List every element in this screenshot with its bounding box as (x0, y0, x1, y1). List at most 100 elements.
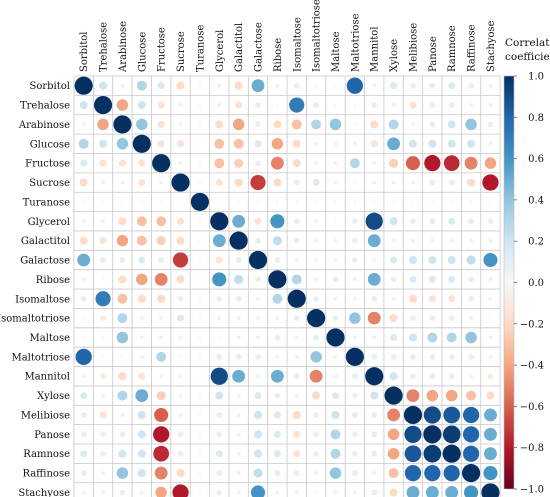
corr-circle-maltose-panose (427, 332, 438, 343)
corr-circle-galactitol-panose (430, 238, 435, 243)
corr-circle-ramnose-mannitol (371, 450, 378, 457)
corr-circle-galactose-sorbitol (77, 253, 91, 267)
corr-circle-ramnose-fructose (153, 445, 170, 462)
corr-circle-sorbitol-maltotriose (346, 77, 363, 94)
row-label-raffinose: Raffinose (22, 469, 70, 480)
corr-circle-glucose-arabinose (116, 138, 129, 150)
corr-circle-panose-fructose (153, 426, 170, 443)
corr-circle-fructose-ramnose (443, 155, 460, 172)
corr-circle-panose-glucose (137, 430, 146, 439)
corr-circle-maltose-arabinose (116, 331, 129, 344)
corr-circle-maltose-sorbitol (82, 336, 86, 339)
corr-circle-sorbitol-melibiose (410, 82, 416, 89)
corr-circle-glycerol-xylose (389, 217, 398, 226)
corr-circle-maltotriose-maltotriose (345, 347, 364, 366)
corr-circle-isomaltotriose-sucrose (177, 314, 185, 322)
corr-circle-sorbitol-panose (429, 82, 436, 89)
corr-circle-arabinose-glycerol (215, 120, 224, 129)
corr-circle-sucrose-isomaltose (293, 179, 300, 186)
column-label-isomaltotriose: Isomaltotriose (312, 0, 323, 72)
corr-circle-isomaltose-ramnose (448, 295, 456, 303)
corr-circle-maltose-ramnose (446, 332, 457, 343)
corr-circle-glucose-turanose (198, 142, 202, 146)
corr-circle-ribose-sucrose (176, 275, 185, 284)
colorbar-tick-label: −1.0 (520, 485, 544, 496)
corr-circle-maltose-galactitol (236, 335, 241, 340)
corr-circle-ribose-maltose (332, 276, 339, 283)
corr-circle-glycerol-fructose (156, 216, 167, 227)
corr-circle-galactose-maltotriose (352, 257, 358, 263)
corr-circle-galactitol-ramnose (449, 238, 454, 243)
corr-circle-maltose-mannitol (372, 335, 377, 340)
corr-circle-arabinose-stachyose (487, 121, 494, 128)
corr-circle-isomaltose-maltotriose (352, 296, 357, 301)
corr-circle-galactose-turanose (198, 258, 202, 262)
corr-circle-panose-sucrose (177, 431, 184, 438)
corr-circle-maltotriose-trehalose (101, 355, 105, 359)
corr-circle-glucose-trehalose (99, 139, 108, 148)
column-labels: Sorbitol Trehalose Arabinose Glucose Fructos… (79, 0, 497, 73)
corr-circle-galactose-maltose (333, 257, 338, 263)
corr-circle-trehalose-xylose (391, 103, 396, 108)
corr-circle-maltotriose-glucose (139, 354, 144, 359)
corr-circle-galactitol-xylose (391, 238, 396, 243)
corr-circle-raffinose-fructose (154, 466, 168, 480)
corr-circle-galactose-ribose (274, 257, 281, 263)
corr-circle-galactose-mannitol (372, 257, 377, 263)
corr-circle-melibiose-isomaltose (292, 410, 301, 420)
colorbar-tick-label: 0.8 (528, 113, 544, 124)
corr-circle-glucose-fructose (157, 140, 165, 148)
column-label-ribose: Ribose (273, 38, 284, 72)
corr-circle-mannitol-raffinose (469, 374, 474, 379)
corr-circle-sucrose-stachyose (482, 174, 499, 191)
column-label-maltotriose: Maltotriose (350, 13, 361, 72)
corr-circle-mannitol-turanose (198, 374, 202, 378)
corr-circle-maltose-trehalose (101, 336, 105, 339)
corr-circle-isomaltose-galactitol (235, 295, 242, 302)
corr-circle-sorbitol-raffinose (468, 82, 474, 89)
corr-circle-xylose-melibiose (406, 389, 420, 403)
corr-circle-ribose-galactose (255, 276, 261, 283)
corr-circle-arabinose-maltose (329, 118, 342, 131)
corr-circle-isomaltose-isomaltose (287, 289, 306, 308)
corr-circle-maltotriose-sucrose (179, 355, 182, 359)
corr-circle-panose-panose (423, 425, 442, 444)
corr-circle-xylose-isomaltotriose (312, 391, 321, 400)
colorbar-tick-label: −0.4 (520, 361, 544, 372)
corr-circle-turanose-stachyose (489, 200, 492, 204)
corr-circle-trehalose-stachyose (488, 103, 493, 108)
corr-circle-mannitol-glucose (138, 372, 146, 380)
corr-circle-glucose-maltotriose (352, 141, 357, 146)
corr-circle-glycerol-mannitol (365, 212, 383, 230)
corr-circle-maltotriose-turanose (198, 355, 202, 359)
corr-circle-ramnose-galactose (253, 449, 263, 458)
corr-circle-isomaltose-glucose (137, 294, 146, 303)
corr-circle-sucrose-turanose (198, 181, 202, 184)
corr-circle-glucose-maltose (333, 141, 338, 146)
corr-circle-isomaltose-glycerol (216, 295, 223, 302)
corr-circle-sucrose-melibiose (410, 180, 416, 185)
corr-circle-galactose-stachyose (483, 252, 498, 268)
corr-circle-melibiose-galactitol (236, 412, 241, 418)
corr-circle-isomaltose-sucrose (177, 295, 184, 302)
corr-circle-melibiose-sorbitol (80, 412, 87, 418)
row-label-galactitol: Galactitol (21, 236, 70, 247)
corr-circle-glucose-mannitol (370, 140, 378, 148)
row-label-galactose: Galactose (20, 256, 70, 267)
corr-circle-trehalose-sucrose (178, 103, 183, 108)
corr-circle-arabinose-galactose (255, 121, 261, 128)
column-label-melibiose: Melibiose (408, 23, 419, 72)
corr-circle-galactose-isomaltotriose (314, 257, 319, 263)
corr-circle-glucose-galactitol (233, 138, 244, 149)
column-label-galactose: Galactose (254, 22, 265, 72)
corr-circle-turanose-trehalose (101, 200, 105, 204)
corr-circle-raffinose-trehalose (101, 471, 106, 476)
corr-circle-galactitol-melibiose (410, 238, 416, 243)
corr-circle-galactose-isomaltose (294, 257, 299, 263)
corr-circle-trehalose-melibiose (409, 101, 417, 109)
corr-circle-isomaltotriose-stachyose (489, 316, 492, 320)
corr-circle-isomaltotriose-isomaltotriose (307, 309, 326, 328)
corr-circle-isomaltotriose-maltose (332, 315, 339, 321)
row-label-maltotriose: Maltotriose (11, 352, 70, 363)
corr-circle-raffinose-maltose (329, 467, 342, 479)
